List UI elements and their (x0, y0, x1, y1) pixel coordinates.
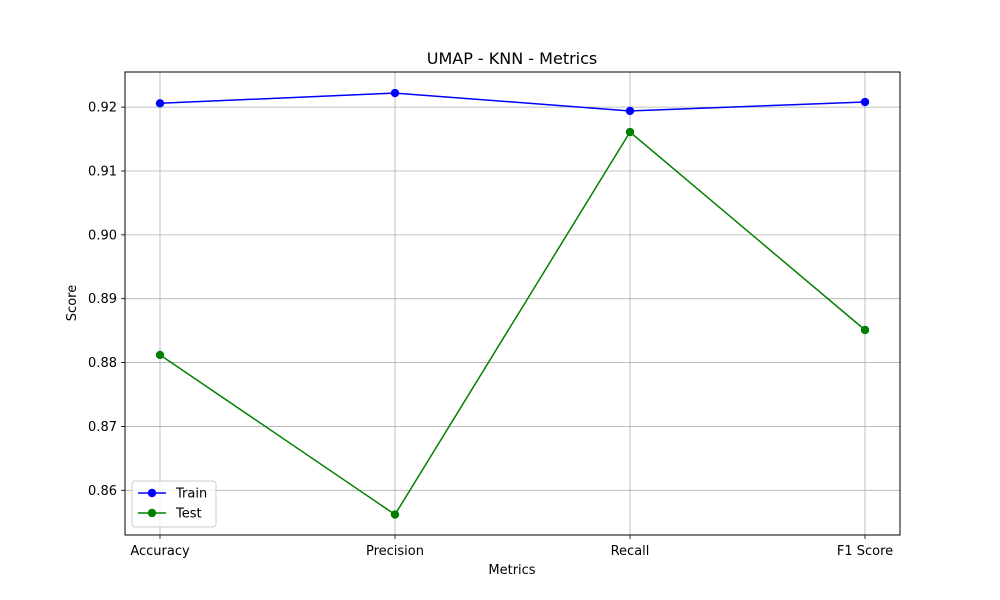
x-axis-ticks: Accuracy Precision Recall F1 Score (130, 535, 893, 559)
x-tick-label: F1 Score (837, 544, 893, 559)
legend-marker (147, 488, 157, 498)
series-train (155, 88, 870, 116)
train-point (860, 97, 870, 107)
train-point (155, 99, 165, 108)
y-tick-label: 0.91 (88, 164, 117, 179)
plot-frame (124, 71, 901, 536)
y-tick-label: 0.87 (88, 420, 117, 435)
y-tick-label: 0.89 (88, 292, 117, 307)
chart-title: UMAP - KNN - Metrics (427, 49, 598, 68)
series-layer (155, 88, 870, 519)
legend-label: Train (175, 487, 207, 502)
y-axis-label: Score (65, 285, 80, 321)
y-tick-label: 0.92 (88, 101, 117, 116)
x-axis-label: Metrics (488, 563, 535, 578)
legend-label: Test (175, 507, 202, 522)
legend-entry-test: Test (138, 507, 202, 522)
x-tick-label: Accuracy (130, 544, 190, 559)
test-point (390, 510, 400, 519)
y-axis-ticks: 0.86 0.87 0.88 0.89 0.90 0.91 0.92 (88, 101, 125, 499)
y-tick-label: 0.88 (88, 356, 117, 371)
x-tick-label: Precision (366, 544, 424, 559)
legend: Train Test (131, 480, 217, 528)
grid-lines (125, 72, 900, 535)
y-tick-label: 0.86 (88, 484, 117, 499)
train-point (390, 88, 400, 98)
series-test (155, 127, 870, 519)
test-point (625, 127, 635, 137)
test-line (159, 130, 866, 516)
test-point (155, 350, 165, 360)
legend-marker (147, 508, 157, 518)
legend-entry-train: Train (138, 487, 207, 502)
test-point (860, 325, 870, 335)
train-point (625, 106, 635, 116)
x-tick-label: Recall (611, 544, 650, 559)
y-tick-label: 0.90 (88, 228, 117, 243)
train-line (159, 92, 866, 112)
